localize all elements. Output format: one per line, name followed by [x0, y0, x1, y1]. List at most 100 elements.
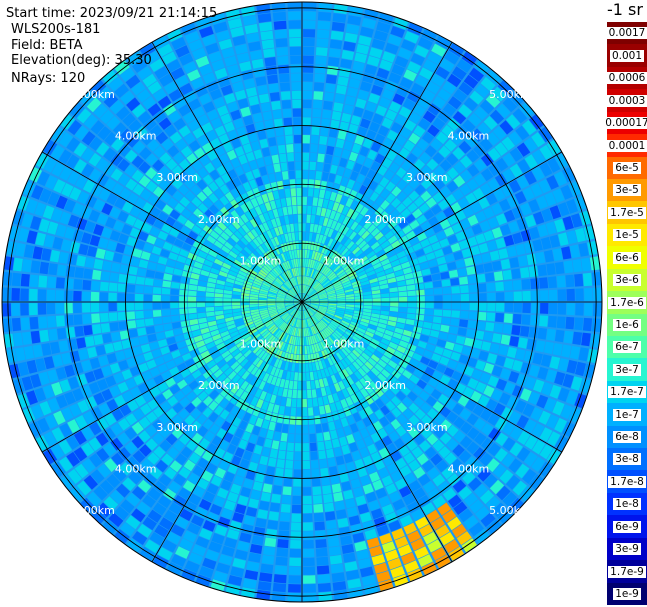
range-gate	[266, 365, 273, 374]
range-gate	[366, 270, 376, 277]
range-gate	[390, 122, 403, 134]
range-gate	[106, 474, 121, 488]
azimuth-spoke	[301, 151, 563, 303]
range-gate	[563, 330, 574, 344]
range-gate	[405, 214, 416, 224]
range-gate	[300, 284, 302, 294]
range-gate	[311, 362, 317, 372]
range-gate	[318, 3, 333, 13]
range-gate	[353, 486, 364, 498]
range-gate	[151, 348, 162, 359]
range-gate	[325, 83, 336, 93]
range-gate	[357, 503, 370, 515]
range-gate	[308, 290, 315, 297]
range-gate	[307, 318, 312, 327]
range-gate	[326, 258, 333, 267]
range-gate	[302, 407, 308, 417]
range-gate	[380, 258, 390, 266]
range-gate	[154, 393, 166, 405]
range-gate	[90, 407, 103, 420]
range-gate	[64, 364, 76, 378]
range-gate	[272, 582, 287, 593]
range-gate	[315, 539, 327, 549]
range-gate	[348, 363, 357, 373]
range-gate	[444, 50, 460, 65]
range-gate	[165, 377, 176, 388]
range-gate	[312, 100, 323, 109]
range-gate	[544, 192, 557, 207]
range-gate	[303, 548, 315, 558]
range-gate	[289, 37, 301, 47]
range-gate	[202, 491, 216, 503]
range-gate	[302, 302, 305, 311]
range-gate	[288, 291, 296, 297]
range-gate	[278, 254, 284, 263]
range-gate	[479, 99, 495, 115]
range-gate	[214, 447, 226, 459]
range-gate	[109, 322, 119, 332]
range-gate	[272, 109, 282, 119]
range-gate	[304, 310, 308, 319]
range-gate	[458, 239, 469, 250]
range-gate	[493, 271, 504, 281]
range-gate	[125, 378, 137, 390]
range-gate	[55, 224, 67, 238]
range-gate	[566, 303, 575, 316]
range-gate	[242, 412, 252, 423]
range-gate	[303, 310, 306, 319]
range-gate	[469, 302, 478, 311]
range-gate	[85, 396, 98, 409]
colorbar-bin: 3e-6	[607, 268, 647, 292]
range-gate	[232, 177, 242, 188]
range-gate	[471, 128, 485, 142]
range-gate	[287, 292, 295, 298]
azimuth-spoke	[151, 41, 303, 303]
range-gate	[302, 469, 311, 478]
range-gate	[241, 249, 250, 258]
range-gate	[290, 308, 297, 316]
range-gate	[84, 336, 95, 347]
range-gate	[341, 388, 350, 398]
range-gate	[352, 246, 361, 255]
range-gate	[306, 318, 310, 327]
range-gate	[274, 329, 282, 338]
range-gate	[359, 195, 369, 206]
range-gate	[380, 405, 390, 416]
range-gate	[167, 446, 180, 459]
range-gate	[302, 495, 312, 505]
range-gate	[495, 432, 509, 447]
range-gate	[455, 362, 466, 373]
range-gate	[314, 179, 321, 189]
range-gate	[459, 319, 469, 328]
range-gate	[210, 230, 220, 240]
range-gate	[373, 350, 383, 359]
range-gate	[58, 149, 72, 165]
range-gate	[97, 463, 112, 478]
range-gate	[245, 200, 254, 211]
range-gate	[295, 161, 302, 170]
range-gate	[362, 177, 372, 188]
range-gate	[500, 258, 511, 270]
range-gate	[358, 409, 368, 420]
range-gate	[225, 391, 235, 402]
range-gate	[216, 487, 229, 499]
range-gate	[440, 324, 450, 333]
range-gate	[277, 539, 289, 549]
range-gate	[285, 298, 294, 301]
range-gate	[311, 269, 316, 278]
range-gate	[261, 254, 269, 263]
range-gate	[520, 388, 532, 402]
range-gate	[333, 589, 348, 600]
range-gate	[424, 446, 437, 459]
range-gate	[280, 432, 288, 442]
range-gate	[178, 487, 191, 500]
range-gate	[329, 39, 343, 50]
range-gate	[342, 216, 350, 226]
range-gate	[180, 145, 193, 158]
range-gate	[276, 303, 285, 305]
range-gate	[290, 64, 302, 73]
range-gate	[232, 35, 246, 46]
range-gate	[41, 248, 52, 261]
range-gate	[345, 296, 355, 300]
range-gate	[188, 39, 203, 52]
